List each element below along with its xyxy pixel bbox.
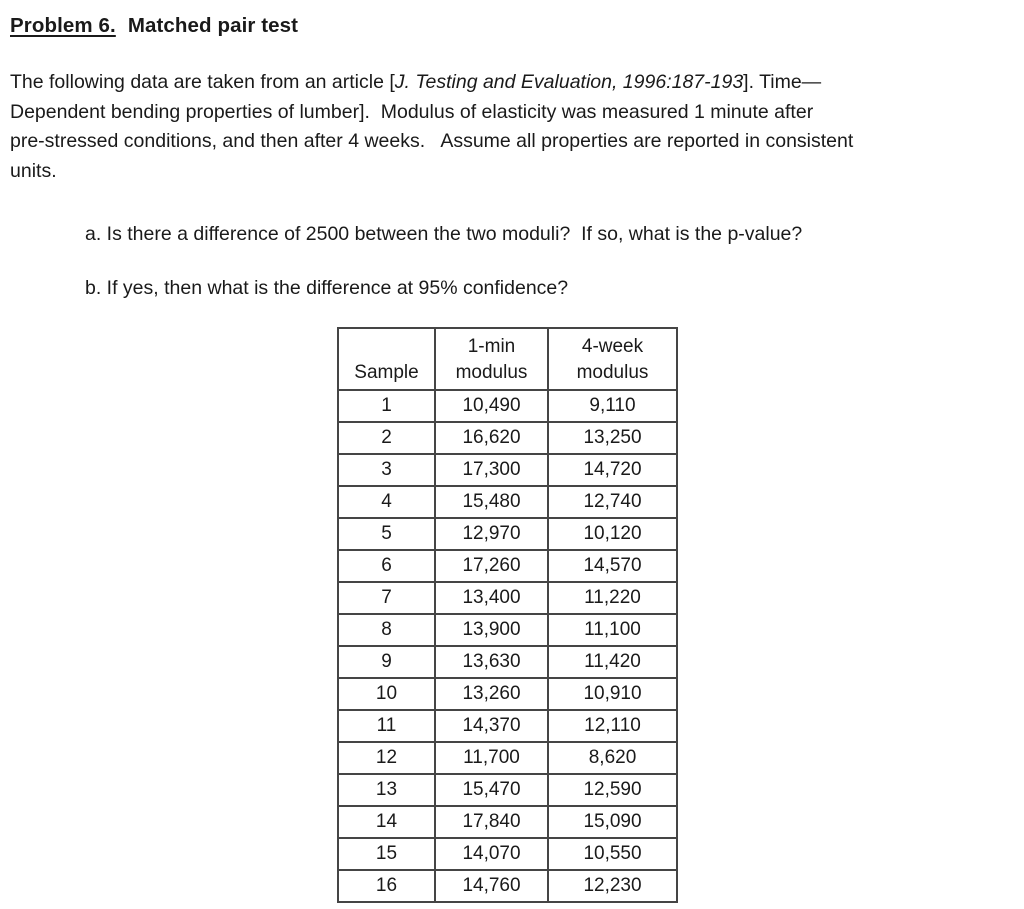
table-row: 13 15,470 12,590 [337, 773, 678, 807]
sample-cell: 9 [337, 645, 436, 679]
table-body: 1 10,490 9,110 2 16,620 13,250 3 17,300 14,720 4 1… [337, 389, 678, 903]
problem-title: Problem 6. Matched pair test [10, 14, 1014, 38]
one-min-modulus-cell: 17,840 [434, 805, 549, 839]
sample-cell: 1 [337, 389, 436, 423]
sample-cell: 7 [337, 581, 436, 615]
intro-line-3: pre-stressed conditions, and then after … [10, 130, 854, 152]
four-week-modulus-cell: 12,230 [547, 869, 678, 903]
sample-cell: 13 [337, 773, 436, 807]
four-week-modulus-cell: 14,570 [547, 549, 678, 583]
one-min-modulus-cell: 14,070 [434, 837, 549, 871]
sample-cell: 14 [337, 805, 436, 839]
table-row: 15 14,070 10,550 [337, 837, 678, 871]
column-header-line: modulus [455, 362, 528, 383]
column-header-one-min-modulus: 1-min modulus [434, 327, 549, 391]
table-row: 16 14,760 12,230 [337, 869, 678, 903]
four-week-modulus-cell: 11,220 [547, 581, 678, 615]
one-min-modulus-cell: 14,370 [434, 709, 549, 743]
sample-cell: 12 [337, 741, 436, 775]
sample-cell: 16 [337, 869, 436, 903]
table-header: Sample 1-min modulus 4-week modulus [337, 327, 678, 391]
table-row: 10 13,260 10,910 [337, 677, 678, 711]
one-min-modulus-cell: 13,400 [434, 581, 549, 615]
table-row: 9 13,630 11,420 [337, 645, 678, 679]
modulus-data-table: Sample 1-min modulus 4-week modulus 1 10,490 9… [337, 327, 678, 903]
one-min-modulus-cell: 17,300 [434, 453, 549, 487]
four-week-modulus-cell: 8,620 [547, 741, 678, 775]
table-row: 6 17,260 14,570 [337, 549, 678, 583]
four-week-modulus-cell: 10,550 [547, 837, 678, 871]
four-week-modulus-cell: 12,590 [547, 773, 678, 807]
four-week-modulus-cell: 9,110 [547, 389, 678, 423]
sample-cell: 5 [337, 517, 436, 551]
table-row: 5 12,970 10,120 [337, 517, 678, 551]
sample-cell: 3 [337, 453, 436, 487]
one-min-modulus-cell: 13,630 [434, 645, 549, 679]
sample-cell: 10 [337, 677, 436, 711]
question-a: a. Is there a difference of 2500 between… [85, 223, 803, 245]
column-header-line: modulus [576, 362, 649, 383]
column-header-line: 1-min [467, 336, 516, 357]
column-header-line: Sample [354, 362, 419, 383]
one-min-modulus-cell: 17,260 [434, 549, 549, 583]
table-row: 4 15,480 12,740 [337, 485, 678, 519]
four-week-modulus-cell: 10,910 [547, 677, 678, 711]
table-row: 3 17,300 14,720 [337, 453, 678, 487]
one-min-modulus-cell: 10,490 [434, 389, 549, 423]
citation-text: J. Testing and Evaluation, 1996:187-193 [394, 71, 744, 93]
one-min-modulus-cell: 12,970 [434, 517, 549, 551]
sample-cell: 6 [337, 549, 436, 583]
intro-paragraph: The following data are taken from an art… [10, 68, 1014, 186]
intro-line1-pre: The following data are taken from an art… [10, 71, 395, 93]
problem-name: Matched pair test [127, 14, 299, 37]
question-b: b. If yes, then what is the difference a… [85, 277, 569, 299]
four-week-modulus-cell: 12,110 [547, 709, 678, 743]
four-week-modulus-cell: 15,090 [547, 805, 678, 839]
table-row: 7 13,400 11,220 [337, 581, 678, 615]
sample-cell: 8 [337, 613, 436, 647]
four-week-modulus-cell: 12,740 [547, 485, 678, 519]
column-header-four-week-modulus: 4-week modulus [547, 327, 678, 391]
four-week-modulus-cell: 14,720 [547, 453, 678, 487]
table-row: 12 11,700 8,620 [337, 741, 678, 775]
four-week-modulus-cell: 13,250 [547, 421, 678, 455]
intro-line-4: units. [10, 159, 57, 182]
sample-cell: 2 [337, 421, 436, 455]
problem-number: Problem 6. [10, 14, 116, 37]
sample-cell: 15 [337, 837, 436, 871]
column-header-sample: Sample [337, 327, 436, 391]
one-min-modulus-cell: 15,470 [434, 773, 549, 807]
four-week-modulus-cell: 11,100 [547, 613, 678, 647]
four-week-modulus-cell: 10,120 [547, 517, 678, 551]
one-min-modulus-cell: 13,260 [434, 677, 549, 711]
column-header-line: 4-week [581, 336, 644, 357]
one-min-modulus-cell: 14,760 [434, 869, 549, 903]
table-row: 11 14,370 12,110 [337, 709, 678, 743]
intro-line1-post: ]. Time— [743, 71, 822, 93]
table-row: 2 16,620 13,250 [337, 421, 678, 455]
table-row: 14 17,840 15,090 [337, 805, 678, 839]
table-header-row: Sample 1-min modulus 4-week modulus [337, 327, 678, 391]
sample-cell: 4 [337, 485, 436, 519]
one-min-modulus-cell: 13,900 [434, 613, 549, 647]
sample-cell: 11 [337, 709, 436, 743]
one-min-modulus-cell: 11,700 [434, 741, 549, 775]
one-min-modulus-cell: 15,480 [434, 485, 549, 519]
table-row: 8 13,900 11,100 [337, 613, 678, 647]
one-min-modulus-cell: 16,620 [434, 421, 549, 455]
four-week-modulus-cell: 11,420 [547, 645, 678, 679]
table-row: 1 10,490 9,110 [337, 389, 678, 423]
intro-line-1: The following data are taken from an art… [10, 68, 1014, 98]
intro-line-2: Dependent bending properties of lumber].… [10, 100, 814, 123]
